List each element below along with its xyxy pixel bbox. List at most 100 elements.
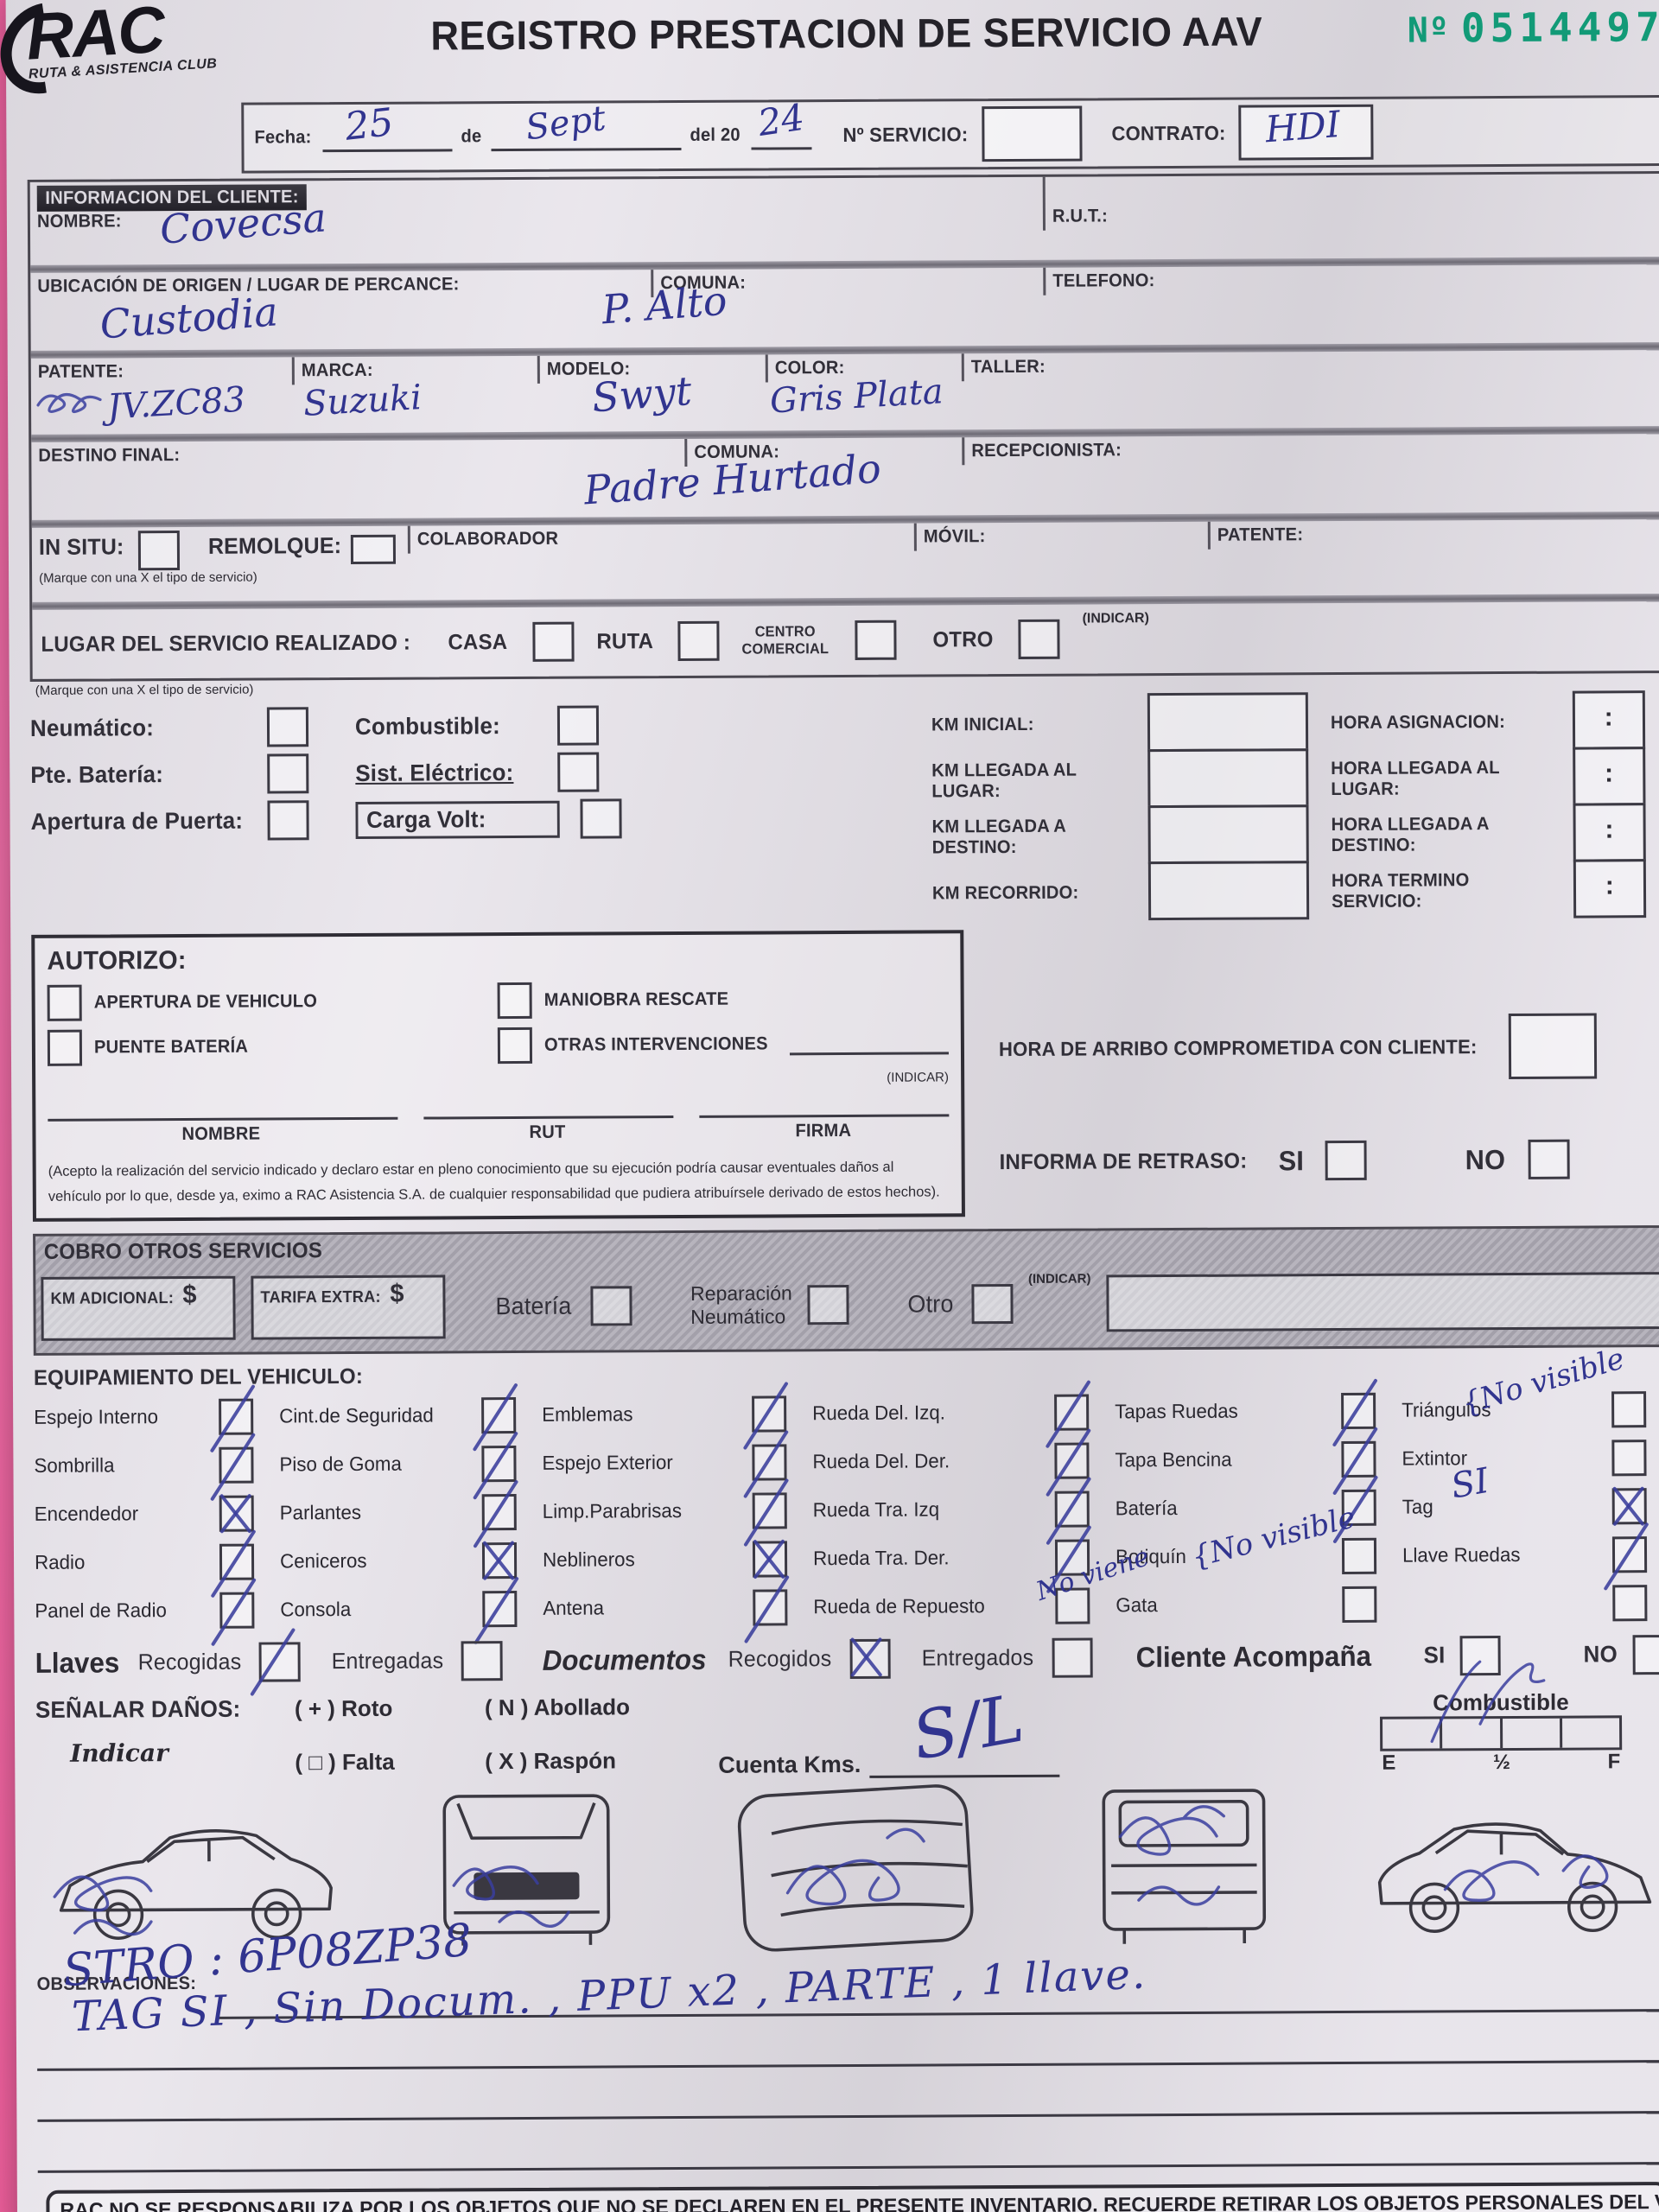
checkbox-llaves-recogidas [258, 1642, 301, 1682]
checkbox-remolque [350, 534, 396, 564]
equipment-item: Batería [1116, 1489, 1402, 1527]
km-adicional-symbol: $ [182, 1280, 197, 1309]
equipment-label: Encendedor [34, 1502, 139, 1526]
hora-asignacion-label: HORA ASIGNACION: [1330, 711, 1505, 733]
checkbox-rueda-del-izq [1054, 1394, 1090, 1431]
equipment-label: Panel de Radio [35, 1599, 167, 1623]
equipment-item: Emblemas [542, 1395, 812, 1433]
entregados-label: Entregados [921, 1644, 1034, 1671]
checkbox-rueda-del-der [1054, 1442, 1090, 1479]
km-llegada-destino-box [1147, 804, 1309, 865]
equipment-label: Rueda Tra. Der. [812, 1546, 950, 1570]
autorizo-item-otras: OTRAS INTERVENCIONES [544, 1033, 769, 1055]
hora-llegada-destino-box [1573, 803, 1646, 862]
patente-label: PATENTE: [37, 361, 124, 382]
indicar-label: Indicar [70, 1738, 168, 1768]
checkbox-consola [481, 1590, 518, 1627]
car-side-left-diagram [53, 1828, 333, 1940]
patente2-label: PATENTE: [1217, 524, 1304, 545]
equipment-item: Radio [35, 1543, 281, 1580]
checkbox-otro [1018, 619, 1060, 659]
equipment-item: Espejo Interno [34, 1398, 280, 1435]
observations-line-2: TAG SI , Sin Docum. , PPU x2 , PARTE , 1… [36, 1949, 1659, 2071]
equipment-label: Emblemas [541, 1402, 633, 1427]
hora-arribo-box [1509, 1013, 1598, 1079]
llaves-label: Llaves [35, 1646, 120, 1679]
tarifa-extra-box: TARIFA EXTRA: $ [251, 1274, 446, 1340]
equipment-item: Cint.de Seguridad [279, 1396, 542, 1435]
checkbox-sombrilla [219, 1446, 254, 1484]
checkbox-retraso-si [1325, 1140, 1367, 1181]
fuel-label-e: E [1382, 1751, 1396, 1775]
car-diagrams [35, 1779, 1659, 1961]
svc-combustible-label: Combustible: [354, 712, 500, 740]
checkbox-llave-ruedas [1611, 1535, 1648, 1573]
equipment-label: Llave Ruedas [1402, 1543, 1521, 1567]
contrato-label: CONTRATO: [1110, 121, 1226, 144]
patente-scribble [36, 392, 102, 414]
equipment-label: Rueda Tra. Izq [812, 1497, 939, 1522]
checkbox-pte-bateria [267, 753, 309, 794]
fuel-gauge: Combustible E ½ F [1380, 1660, 1623, 1775]
checkbox-tapa-bencina [1341, 1440, 1376, 1478]
checkbox-centro-comercial [855, 620, 897, 660]
equipment-item: Extintor [1402, 1439, 1659, 1478]
equipment-label: Antena [543, 1596, 604, 1620]
equipment-label: Sombrilla [34, 1453, 115, 1478]
svc-pte-bateria-label: Pte. Batería: [30, 760, 164, 788]
retraso-si-label: SI [1278, 1144, 1304, 1176]
document-number: Nº 0514497 [1408, 3, 1659, 52]
equipment-item: Rueda Tra. Izq [812, 1491, 1116, 1529]
equipment-label: Piso de Goma [279, 1452, 403, 1476]
checkbox-panel-de-radio [219, 1592, 255, 1629]
cobro-otro-label: Otro [907, 1290, 954, 1318]
equipment-label: Gata [1116, 1593, 1159, 1617]
telefono-label: TELEFONO: [1052, 270, 1155, 291]
km-inicial-label: KM INICIAL: [931, 714, 1034, 734]
destino-label: DESTINO FINAL: [38, 445, 181, 466]
checkbox-cint-de-seguridad [480, 1396, 517, 1433]
car-rear-diagram [1102, 1789, 1267, 1944]
otras-intervenciones-line [789, 1032, 949, 1055]
equipment-item: Espejo Exterior [542, 1444, 812, 1482]
lugar-centro-label-2: COMERCIAL [741, 640, 830, 658]
ubicacion-value: Custodia [98, 288, 280, 348]
rac-logo: RAC RUTA & ASISTENCIA CLUB [0, 0, 288, 111]
equipment-label: Espejo Exterior [542, 1451, 673, 1475]
cliente-acompana-label: Cliente Acompaña [1135, 1639, 1372, 1674]
checkbox-apertura-vehiculo [47, 984, 82, 1021]
cuenta-kms-label: Cuenta Kms. [718, 1751, 861, 1778]
km-llegada-lugar-label: KM LLEGADA AL LUGAR: [931, 760, 1077, 801]
hora-llegada-lugar-label: HORA LLEGADA AL LUGAR: [1330, 757, 1500, 799]
cobro-reparacion-label-2: Neumático [690, 1305, 786, 1328]
recogidas-label: Recogidas [137, 1648, 242, 1675]
equipment-label: Radio [34, 1550, 86, 1574]
checkbox-ruta [677, 620, 721, 662]
equipment-item: Gata [1116, 1586, 1403, 1624]
observations-line-4 [37, 2113, 1659, 2173]
equipment-label: Espejo Interno [34, 1405, 159, 1429]
autorizo-sig-firma: FIRMA [794, 1120, 851, 1141]
legend-raspon: ( X ) Raspón [485, 1747, 617, 1775]
colaborador-label: COLABORADOR [416, 528, 559, 550]
equipment-item: Tag [1402, 1487, 1659, 1526]
equipment-item: Limp.Parabrisas [542, 1492, 812, 1530]
autorizo-sig-rut: RUT [529, 1122, 566, 1142]
remolque-label: REMOLQUE: [207, 532, 341, 560]
checkbox-combustible [556, 705, 600, 746]
checkbox-documentos-entregados [1052, 1637, 1094, 1678]
equipment-item: Piso de Goma [279, 1445, 543, 1484]
km-adicional-box: KM ADICIONAL: $ [41, 1275, 236, 1341]
km-llegada-destino-label: KM LLEGADA A DESTINO: [931, 816, 1066, 857]
checkbox-limp-parabrisas [752, 1492, 787, 1529]
checkbox-neumatico [266, 707, 309, 747]
lugar-casa-label: CASA [448, 629, 508, 654]
equipment-grid: Espejo Interno Cint.de Seguridad Emblemas R… [34, 1390, 1659, 1630]
equipment-label: Rueda Del. Der. [811, 1449, 950, 1473]
checkbox-triangulos [1611, 1390, 1647, 1428]
form-title: REGISTRO PRESTACION DE SERVICIO AAV [430, 8, 1263, 59]
recogidos-label: Recogidos [728, 1645, 832, 1672]
checkbox-carga-volt [580, 798, 622, 839]
checkbox-tag [1611, 1487, 1647, 1525]
